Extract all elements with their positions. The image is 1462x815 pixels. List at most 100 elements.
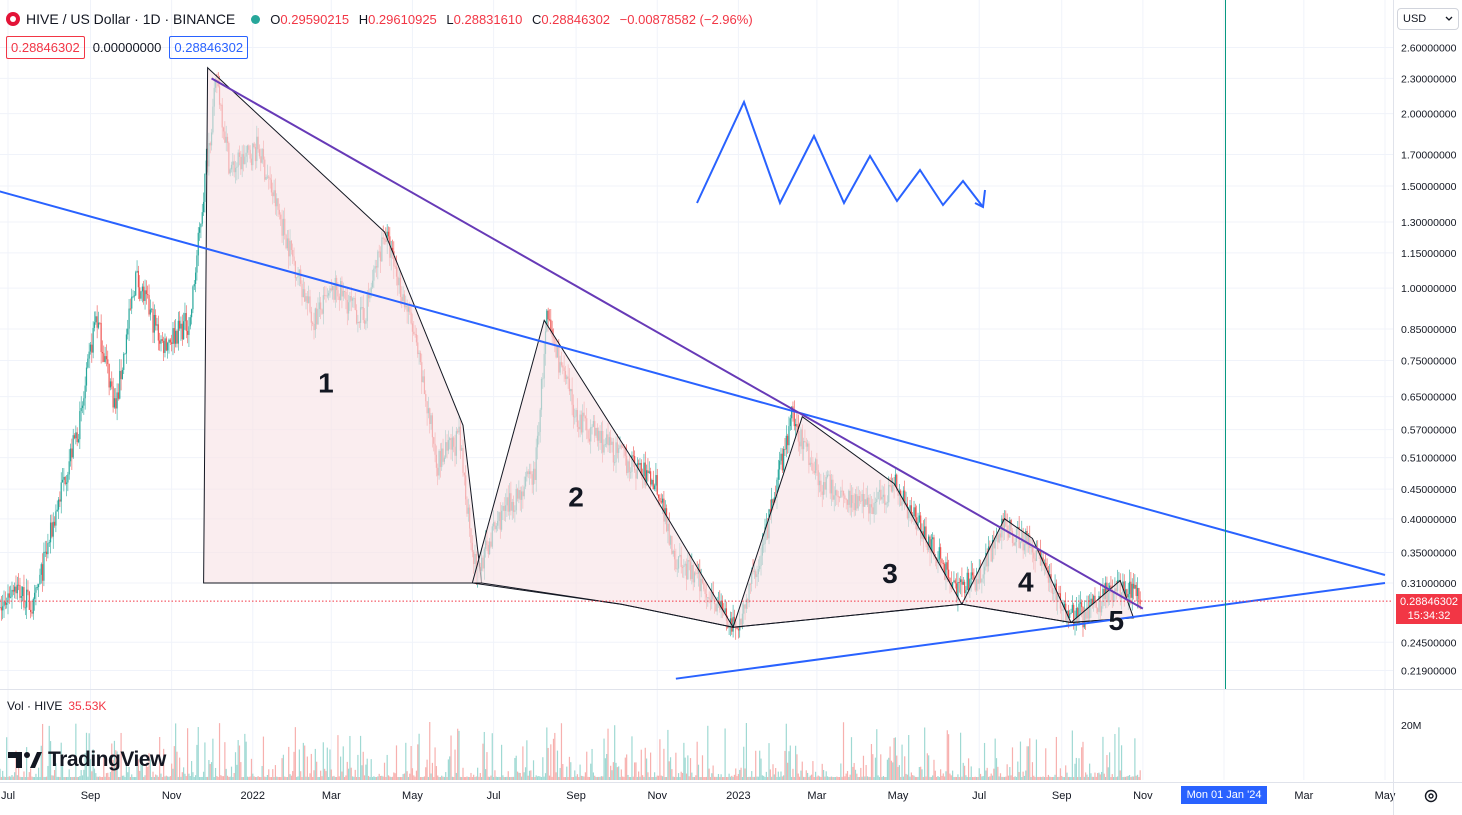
volume-bar bbox=[876, 729, 878, 780]
volume-bar bbox=[261, 766, 263, 780]
candle-body bbox=[149, 309, 151, 315]
volume-bar bbox=[933, 759, 935, 780]
volume-bar bbox=[554, 732, 556, 780]
volume-bar bbox=[351, 776, 354, 780]
volume-bar bbox=[1126, 776, 1128, 780]
volume-bar bbox=[898, 765, 900, 780]
volume-bar bbox=[676, 776, 678, 780]
volume-bar bbox=[1049, 776, 1051, 780]
volume-bar bbox=[357, 754, 359, 780]
volume-bar bbox=[506, 776, 508, 780]
volume-bar bbox=[611, 770, 613, 780]
volume-bar bbox=[140, 763, 142, 780]
volume-bar bbox=[345, 775, 347, 780]
volume-bar bbox=[963, 765, 966, 780]
candle-body bbox=[4, 601, 6, 605]
volume-bar bbox=[1025, 770, 1027, 780]
volume-bar bbox=[732, 776, 734, 780]
volume-bar bbox=[755, 750, 757, 780]
candle-body bbox=[197, 232, 199, 256]
candle-body bbox=[61, 479, 64, 483]
volume-bar bbox=[426, 759, 428, 780]
volume-bar bbox=[591, 748, 593, 780]
volume-bar bbox=[685, 773, 688, 780]
volume-bar bbox=[515, 755, 517, 780]
volume-bar bbox=[562, 764, 564, 780]
volume-bar bbox=[76, 777, 78, 780]
volume-bar bbox=[1097, 773, 1099, 780]
volume-bar bbox=[677, 773, 680, 780]
candle-body bbox=[0, 607, 1, 609]
volume-bar bbox=[22, 776, 24, 780]
volume-bar bbox=[598, 776, 600, 780]
sell-price-button[interactable]: 0.28846302 bbox=[6, 36, 85, 59]
volume-bar bbox=[183, 767, 185, 780]
candle-body bbox=[929, 536, 931, 554]
volume-bar bbox=[600, 776, 602, 780]
volume-bar bbox=[752, 776, 754, 780]
volume-bar bbox=[117, 776, 120, 780]
volume-bar bbox=[1138, 777, 1140, 780]
candle-body bbox=[69, 448, 72, 462]
volume-bar bbox=[252, 773, 254, 780]
volume-bar bbox=[844, 776, 846, 780]
volume-bar bbox=[795, 745, 797, 780]
volume-bar bbox=[121, 775, 124, 780]
volume-bar bbox=[904, 756, 906, 780]
candle-body bbox=[1135, 584, 1137, 597]
candle-body bbox=[780, 453, 782, 461]
buy-price-button[interactable]: 0.28846302 bbox=[169, 36, 249, 59]
candle-body bbox=[160, 339, 162, 344]
volume-bar bbox=[191, 761, 193, 780]
candle-body bbox=[20, 595, 22, 598]
gear-icon[interactable] bbox=[1422, 787, 1440, 805]
volume-bar bbox=[1077, 776, 1079, 780]
volume-bar bbox=[1114, 733, 1116, 780]
currency-select[interactable]: USD bbox=[1397, 8, 1459, 30]
volume-bar bbox=[490, 775, 492, 780]
volume-bar bbox=[15, 750, 17, 780]
candle-body bbox=[163, 340, 165, 353]
volume-bar bbox=[99, 776, 101, 780]
volume-bar bbox=[1135, 775, 1137, 780]
candle-body bbox=[141, 286, 143, 292]
volume-bar bbox=[889, 746, 891, 780]
volume-bar bbox=[75, 723, 77, 780]
volume-bar bbox=[586, 751, 588, 780]
candle-body bbox=[787, 435, 789, 446]
volume-bar bbox=[313, 770, 315, 780]
volume-bar bbox=[881, 776, 883, 780]
volume-bar bbox=[152, 771, 154, 780]
volume-bar bbox=[620, 769, 622, 780]
volume-bar bbox=[765, 771, 767, 780]
volume-bar bbox=[18, 767, 20, 780]
candle-body bbox=[967, 572, 970, 591]
volume-bar bbox=[6, 737, 8, 780]
volume-bar bbox=[233, 772, 235, 780]
candle-body bbox=[71, 448, 73, 458]
volume-bar bbox=[324, 768, 326, 780]
candle-body bbox=[15, 586, 17, 594]
volume-bar bbox=[1131, 776, 1133, 780]
candle-body bbox=[1105, 582, 1107, 599]
tradingview-logo[interactable]: TradingView bbox=[8, 748, 166, 772]
volume-bar bbox=[305, 776, 307, 780]
x-tick-label: Mar bbox=[807, 790, 826, 802]
volume-bar bbox=[913, 775, 915, 780]
volume-bar bbox=[922, 777, 924, 780]
volume-bar bbox=[1069, 776, 1071, 780]
candle-body bbox=[737, 629, 740, 631]
volume-bar bbox=[437, 775, 439, 780]
volume-bar bbox=[466, 776, 468, 780]
volume-bar bbox=[450, 735, 452, 780]
volume-bar bbox=[741, 777, 743, 780]
volume-bar bbox=[995, 758, 998, 780]
volume-bar bbox=[176, 751, 178, 780]
volume-bar bbox=[528, 770, 531, 780]
volume-bar bbox=[885, 776, 887, 780]
volume-value: 35.53K bbox=[68, 699, 107, 713]
volume-bar bbox=[175, 723, 177, 780]
symbol-title[interactable]: HIVE / US Dollar · 1D · BINANCE bbox=[26, 11, 236, 27]
volume-bar bbox=[226, 775, 229, 780]
